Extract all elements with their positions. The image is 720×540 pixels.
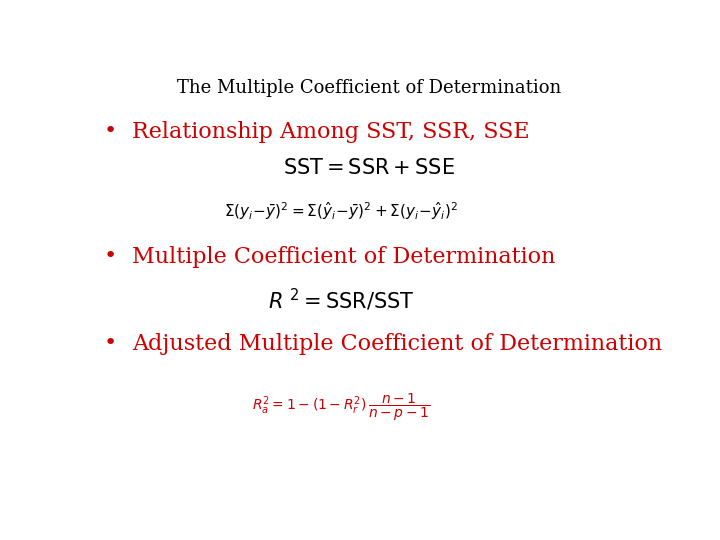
Text: •: •	[104, 246, 117, 266]
Text: •: •	[104, 333, 117, 353]
Text: Relationship Among SST, SSR, SSE: Relationship Among SST, SSR, SSE	[132, 121, 529, 143]
Text: $\Sigma(y_i\!-\!\bar{y})^2 = \Sigma(\hat{y}_i\!-\!\bar{y})^2 + \Sigma(y_i\!-\!\h: $\Sigma(y_i\!-\!\bar{y})^2 = \Sigma(\hat…	[224, 200, 458, 222]
Text: The Multiple Coefficient of Determination: The Multiple Coefficient of Determinatio…	[177, 79, 561, 97]
Text: $R^2_a = 1-(1-R^2_r)\,\dfrac{n-1}{n-p-1}$: $R^2_a = 1-(1-R^2_r)\,\dfrac{n-1}{n-p-1}…	[252, 391, 431, 422]
Text: $\mathsf{SST = SSR + SSE}$: $\mathsf{SST = SSR + SSE}$	[283, 158, 455, 178]
Text: •: •	[104, 121, 117, 141]
Text: Adjusted Multiple Coefficient of Determination: Adjusted Multiple Coefficient of Determi…	[132, 333, 662, 355]
Text: $\mathit{R}\ ^{2}$$\mathsf{= SSR/SST}$: $\mathit{R}\ ^{2}$$\mathsf{= SSR/SST}$	[268, 287, 414, 313]
Text: Multiple Coefficient of Determination: Multiple Coefficient of Determination	[132, 246, 555, 268]
